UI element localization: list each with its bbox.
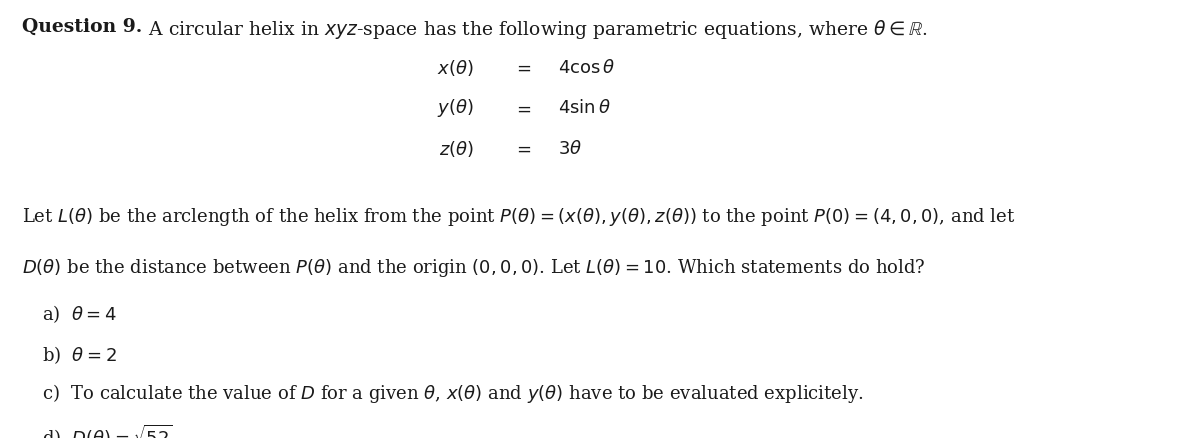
Text: c)  To calculate the value of $D$ for a given $\theta$, $x(\theta)$ and $y(\thet: c) To calculate the value of $D$ for a g… [42,381,864,404]
Text: d)  $D(\theta) = \sqrt{52}$: d) $D(\theta) = \sqrt{52}$ [42,421,173,438]
Text: Let $L(\theta)$ be the arclength of the helix from the point $P(\theta) = (x(\th: Let $L(\theta)$ be the arclength of the … [22,206,1015,228]
Text: b)  $\theta = 2$: b) $\theta = 2$ [42,344,116,366]
Text: $D(\theta)$ be the distance between $P(\theta)$ and the origin $(0, 0, 0)$. Let : $D(\theta)$ be the distance between $P(\… [22,256,925,278]
Text: $y(\theta)$: $y(\theta)$ [438,97,474,119]
Text: $=$: $=$ [512,59,532,77]
Text: A circular helix in $xyz$-space has the following parametric equations, where $\: A circular helix in $xyz$-space has the … [137,18,928,40]
Text: $3\theta$: $3\theta$ [558,139,582,158]
Text: a)  $\theta = 4$: a) $\theta = 4$ [42,302,116,324]
Text: $=$: $=$ [512,139,532,158]
Text: $x(\theta)$: $x(\theta)$ [437,58,474,78]
Text: $4\sin\theta$: $4\sin\theta$ [558,99,611,117]
Text: $=$: $=$ [512,99,532,117]
Text: $4\cos\theta$: $4\cos\theta$ [558,59,616,77]
Text: Question 9.: Question 9. [22,18,142,35]
Text: $z(\theta)$: $z(\theta)$ [439,138,474,159]
